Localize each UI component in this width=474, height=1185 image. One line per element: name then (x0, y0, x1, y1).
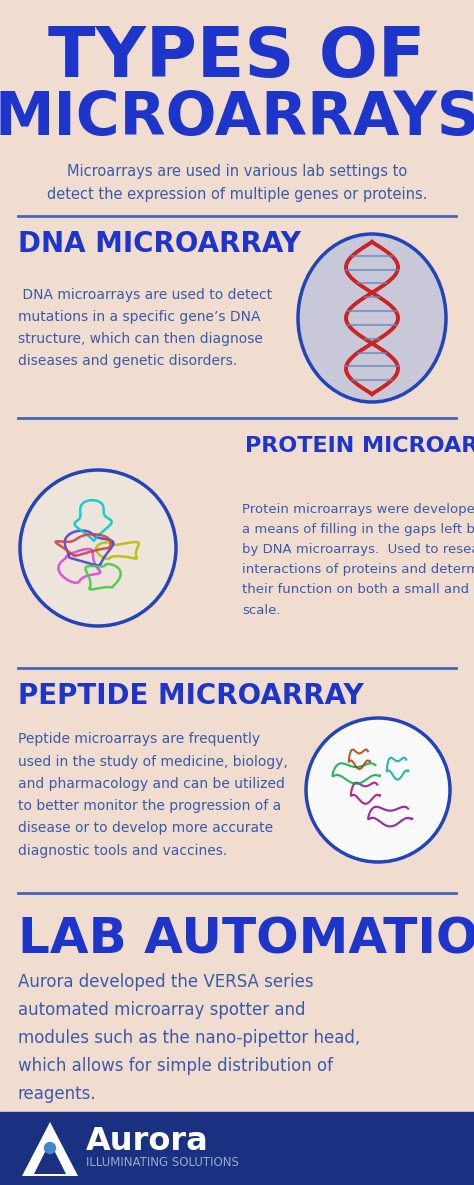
Text: Microarrays are used in various lab settings to
detect the expression of multipl: Microarrays are used in various lab sett… (47, 165, 427, 201)
Ellipse shape (298, 233, 446, 402)
Text: MICROARRAYS: MICROARRAYS (0, 89, 474, 147)
Text: Peptide microarrays are frequently
used in the study of medicine, biology,
and p: Peptide microarrays are frequently used … (18, 732, 288, 858)
Circle shape (306, 718, 450, 861)
Text: DNA MICROARRAY: DNA MICROARRAY (18, 230, 301, 258)
Polygon shape (34, 1142, 66, 1174)
Text: Aurora developed the VERSA series
automated microarray spotter and
modules such : Aurora developed the VERSA series automa… (18, 973, 360, 1102)
Text: PEPTIDE MICROARRAY: PEPTIDE MICROARRAY (18, 683, 364, 710)
Text: Aurora: Aurora (86, 1126, 209, 1157)
Text: DNA microarrays are used to detect
mutations in a specific gene’s DNA
structure,: DNA microarrays are used to detect mutat… (18, 288, 272, 369)
Text: TYPES OF: TYPES OF (48, 25, 426, 91)
Text: PROTEIN MICROARRAY: PROTEIN MICROARRAY (245, 436, 474, 456)
Circle shape (20, 470, 176, 626)
Text: ILLUMINATING SOLUTIONS: ILLUMINATING SOLUTIONS (86, 1155, 239, 1168)
Text: Protein microarrays were developed as
a means of filling in the gaps left behind: Protein microarrays were developed as a … (242, 504, 474, 616)
Circle shape (45, 1142, 55, 1153)
Bar (0, 1112, 474, 1185)
Polygon shape (22, 1122, 78, 1176)
Text: LAB AUTOMATION: LAB AUTOMATION (18, 916, 474, 965)
